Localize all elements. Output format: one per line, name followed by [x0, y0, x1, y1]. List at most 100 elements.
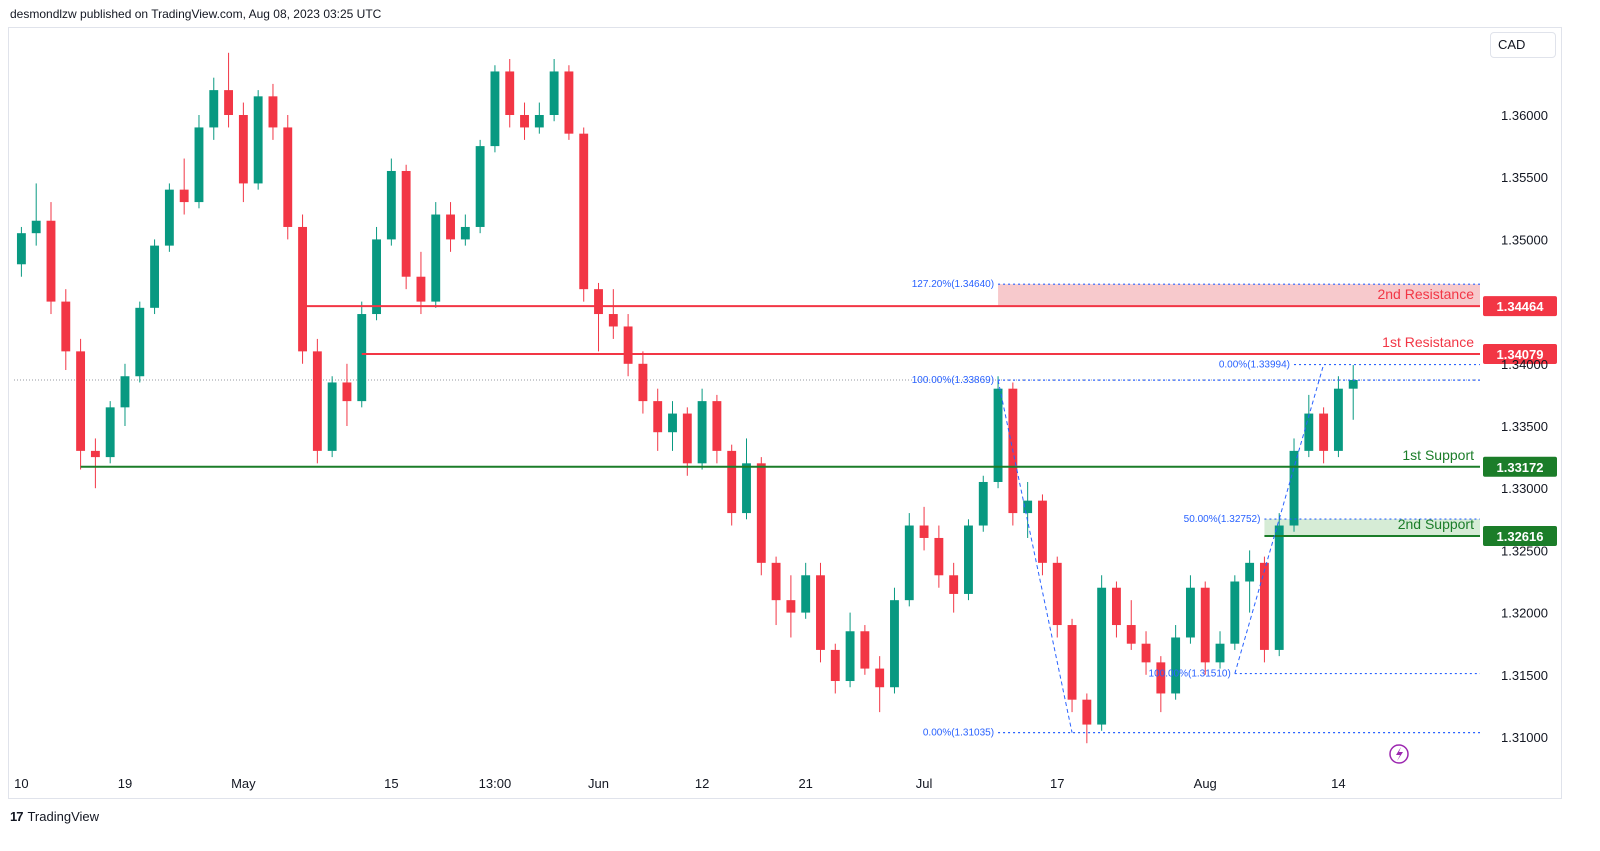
candle-body[interactable]	[668, 413, 677, 433]
candle-body[interactable]	[1171, 637, 1181, 694]
candle-body[interactable]	[224, 90, 234, 115]
x-axis-tick-label: May	[231, 776, 256, 791]
candle-body[interactable]	[623, 326, 633, 364]
candle-body[interactable]	[653, 401, 663, 433]
replay-lightning-icon[interactable]	[1389, 744, 1409, 764]
candle-body[interactable]	[786, 600, 796, 613]
candle-body[interactable]	[253, 96, 263, 184]
candle-body[interactable]	[594, 289, 603, 315]
candle-body[interactable]	[1097, 587, 1107, 725]
candle-body[interactable]	[1141, 643, 1151, 663]
candle-body[interactable]	[1156, 662, 1166, 694]
candle-body[interactable]	[1067, 625, 1077, 700]
candle-body[interactable]	[460, 226, 470, 240]
candle-body[interactable]	[549, 71, 559, 115]
candle-body[interactable]	[697, 401, 707, 464]
candle-body[interactable]	[475, 146, 485, 227]
candle-body[interactable]	[135, 307, 145, 377]
candle-body[interactable]	[993, 388, 1003, 482]
candle-body[interactable]	[727, 450, 737, 514]
candle-body[interactable]	[1200, 587, 1210, 663]
candle-body[interactable]	[1112, 587, 1121, 626]
candle-body[interactable]	[238, 115, 248, 184]
candle-body[interactable]	[890, 600, 899, 688]
candle-body[interactable]	[431, 214, 441, 302]
candle-body[interactable]	[771, 562, 781, 601]
candle-body[interactable]	[90, 450, 100, 458]
candle-body[interactable]	[1230, 581, 1240, 644]
candle-body[interactable]	[534, 115, 544, 128]
candle-body[interactable]	[712, 401, 722, 451]
currency-selector[interactable]: CAD	[1490, 32, 1556, 58]
candle-body[interactable]	[1319, 413, 1329, 451]
candle-body[interactable]	[150, 245, 160, 308]
candle-body[interactable]	[194, 127, 204, 203]
candle-body[interactable]	[372, 239, 381, 315]
candle-body[interactable]	[120, 376, 130, 408]
candle-body[interactable]	[16, 233, 26, 265]
candle-body[interactable]	[860, 631, 870, 669]
candle-body[interactable]	[416, 276, 426, 302]
x-axis-tick-label: Jul	[916, 776, 933, 791]
candle-body[interactable]	[904, 525, 914, 601]
candle-body[interactable]	[312, 351, 322, 451]
candle-body[interactable]	[105, 407, 115, 458]
candle-body[interactable]	[845, 631, 855, 682]
candle-body[interactable]	[164, 189, 174, 246]
candle-body[interactable]	[386, 170, 396, 240]
candle-body[interactable]	[742, 463, 751, 514]
candle-body[interactable]	[682, 413, 692, 464]
candle-body[interactable]	[830, 649, 840, 682]
candle-body[interactable]	[1259, 562, 1269, 650]
candle-body[interactable]	[756, 463, 766, 563]
candle-body[interactable]	[1274, 525, 1284, 650]
candle-body[interactable]	[209, 90, 219, 128]
candle-body[interactable]	[520, 115, 529, 128]
candle-body[interactable]	[179, 189, 189, 203]
candle-body[interactable]	[342, 382, 352, 402]
candle-body[interactable]	[446, 214, 455, 240]
candle-body[interactable]	[61, 301, 71, 352]
candle-body[interactable]	[357, 314, 367, 402]
candle-body[interactable]	[490, 71, 500, 147]
candle-body[interactable]	[1289, 450, 1299, 526]
candle-body[interactable]	[1082, 699, 1092, 725]
y-axis-tick-label: 1.31000	[1501, 730, 1548, 745]
candle-body[interactable]	[76, 351, 86, 451]
candle-body[interactable]	[964, 525, 973, 594]
candle-body[interactable]	[816, 575, 825, 650]
candle-body[interactable]	[1348, 379, 1358, 389]
candle-body[interactable]	[268, 96, 278, 128]
y-axis-tick-label: 1.32000	[1501, 606, 1548, 621]
candle-body[interactable]	[608, 314, 618, 327]
candle-body[interactable]	[298, 226, 307, 352]
candle-body[interactable]	[283, 127, 293, 227]
candle-body[interactable]	[1052, 562, 1062, 626]
y-axis-tick-label: 1.35500	[1501, 170, 1548, 185]
candle-body[interactable]	[949, 575, 959, 594]
fib-level-label: 100.00%(1.31510)	[1149, 669, 1231, 680]
candle-body[interactable]	[934, 537, 944, 576]
candle-body[interactable]	[638, 363, 648, 402]
candle-body[interactable]	[1126, 625, 1136, 644]
candle-body[interactable]	[1304, 413, 1314, 451]
candle-body[interactable]	[564, 71, 574, 134]
candle-body[interactable]	[1215, 643, 1225, 663]
candle-body[interactable]	[801, 575, 811, 613]
candle-body[interactable]	[978, 481, 988, 526]
candle-body[interactable]	[1023, 500, 1033, 514]
candle-body[interactable]	[1333, 388, 1343, 451]
candle-body[interactable]	[327, 382, 337, 451]
candle-body[interactable]	[1185, 587, 1195, 638]
candle-body[interactable]	[579, 133, 589, 290]
candle-body[interactable]	[1245, 562, 1255, 582]
candle-body[interactable]	[919, 525, 929, 538]
candle-body[interactable]	[31, 220, 41, 234]
resistance-zone	[998, 284, 1480, 307]
candle-body[interactable]	[46, 220, 56, 302]
candle-body[interactable]	[401, 170, 411, 277]
candle-body[interactable]	[875, 668, 885, 688]
candle-body[interactable]	[505, 71, 515, 115]
candle-body[interactable]	[1038, 500, 1047, 563]
